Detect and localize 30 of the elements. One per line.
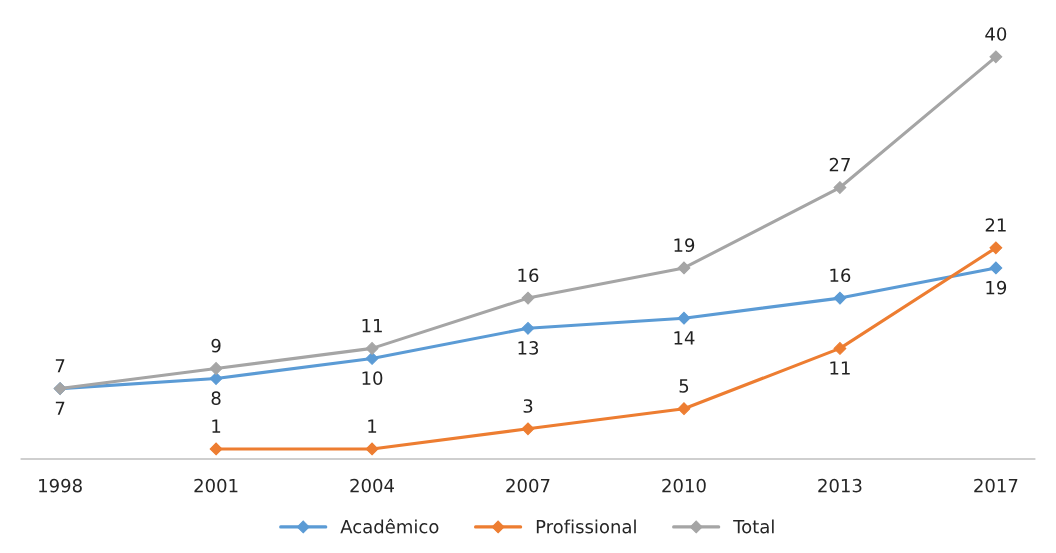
data-label: 21 [985,218,1006,232]
data-label: 19 [986,280,1007,295]
data-label: 40 [985,27,1007,41]
data-label: 11 [830,361,850,375]
data-label: 3 [523,399,533,413]
data-label: 9 [211,338,221,353]
legend-label: Acadêmico [340,518,439,534]
x-tick-label: 2017 [974,478,1018,493]
data-label: 7 [55,401,65,415]
data-label: 27 [829,157,850,172]
data-label: 7 [55,359,65,373]
x-tick-label: 2007 [506,478,550,493]
data-label: 10 [362,371,383,385]
legend-label: Profissional [536,519,636,534]
data-label: 14 [674,331,695,345]
x-tick-label: 1998 [39,478,82,493]
data-label: 1 [368,419,377,433]
data-label: 5 [679,379,689,393]
x-tick-label: 2013 [818,478,862,493]
x-tick-label: 2004 [350,478,394,493]
data-label: 1 [212,419,221,433]
data-label: 19 [674,238,695,252]
legend-label: Total [733,519,774,534]
x-tick-label: 2010 [662,478,706,493]
data-label: 16 [830,268,851,283]
x-tick-label: 2001 [194,478,238,493]
data-label: 11 [362,318,382,333]
data-label: 16 [518,268,539,283]
data-label: 13 [518,341,539,355]
data-label: 8 [211,391,221,406]
